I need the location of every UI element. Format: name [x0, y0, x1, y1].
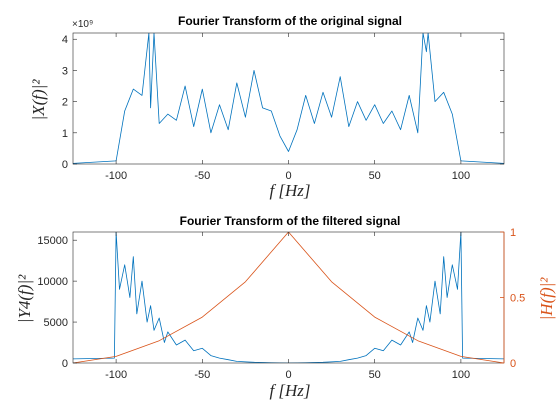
bottom-right-y-axis-label: |H(f)|²	[537, 277, 556, 321]
top-y-axis-label: |X(f)|²	[29, 79, 48, 121]
bottom-y-tick-label: 10000	[37, 276, 68, 288]
bottom-plot-area	[73, 232, 504, 363]
bottom-y-ticks: 0 5000 10000 15000	[37, 235, 77, 370]
top-x-ticks: -100 -50 0 50 100	[105, 33, 470, 182]
bottom-y-axis-label: |Y4(f)|²	[15, 274, 34, 323]
bottom-x-tick-label: -100	[105, 369, 127, 381]
bottom-filter-response-line	[73, 232, 504, 363]
top-x-tick-label: 50	[369, 170, 381, 182]
top-y-tick-label: 2	[62, 97, 68, 109]
top-y-ticks: 0 1 2 3 4	[62, 34, 504, 171]
bottom-x-tick-label: 0	[285, 369, 291, 381]
bottom-x-tick-label: -50	[194, 369, 210, 381]
bottom-right-y-ticks: 00.51	[500, 227, 525, 370]
top-y-tick-label: 4	[62, 34, 68, 46]
top-x-tick-label: 100	[452, 170, 470, 182]
top-plot-area	[73, 33, 504, 164]
bottom-y-tick-label: 15000	[37, 235, 68, 247]
top-y-tick-label: 1	[62, 128, 68, 140]
bottom-x-tick-label: 100	[452, 369, 470, 381]
top-x-tick-label: 0	[285, 170, 291, 182]
bottom-y-tick-label: 5000	[44, 317, 68, 329]
bottom-chart-title: Fourier Transform of the filtered signal	[180, 214, 401, 228]
top-x-axis-label: f [Hz]	[269, 181, 310, 200]
bottom-x-ticks: -100 -50 0 50 100	[105, 232, 470, 381]
top-signal-line	[73, 33, 504, 164]
top-x-tick-label: -50	[194, 170, 210, 182]
bottom-series-group	[73, 232, 504, 363]
bottom-y-tick-label: 0	[62, 358, 68, 370]
top-subplot: Fourier Transform of the original signal…	[29, 14, 505, 200]
top-y-tick-label: 0	[62, 159, 68, 171]
bottom-right-y-tick-label: 1	[510, 227, 516, 239]
top-y-tick-label: 3	[62, 65, 68, 77]
top-chart-title: Fourier Transform of the original signal	[178, 14, 402, 28]
top-y-exponent: ×10⁹	[72, 19, 93, 30]
bottom-x-tick-label: 50	[369, 369, 381, 381]
bottom-filtered-signal-line	[73, 232, 504, 363]
top-series-group	[73, 33, 504, 164]
top-x-tick-label: -100	[105, 170, 127, 182]
bottom-right-y-tick-label: 0	[510, 358, 516, 370]
bottom-right-y-tick-label: 0.5	[510, 293, 525, 305]
bottom-subplot: Fourier Transform of the filtered signal…	[15, 214, 556, 400]
bottom-x-axis-label: f [Hz]	[269, 381, 310, 400]
